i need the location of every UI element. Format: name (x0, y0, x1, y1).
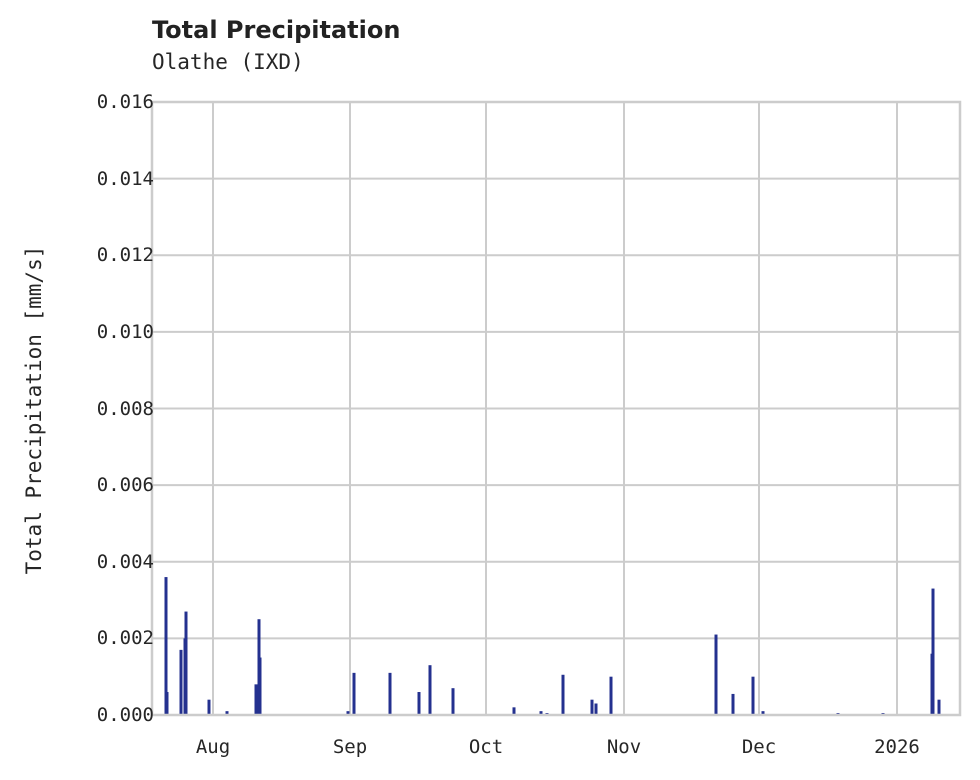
x-tick-label: Dec (741, 736, 777, 758)
x-tick-label: Aug (195, 736, 231, 758)
precip-bar (539, 711, 543, 715)
precip-bar (512, 707, 516, 715)
precip-bar (184, 611, 188, 715)
precip-bar (179, 649, 183, 715)
precip-bar (225, 711, 229, 715)
y-tick-label: 0.004 (96, 550, 154, 573)
precip-bar (561, 674, 565, 715)
precip-bar (751, 676, 755, 715)
precip-bar (761, 711, 765, 715)
y-tick-label: 0.000 (96, 704, 154, 726)
precip-bar (164, 577, 168, 715)
precip-bar (417, 692, 421, 715)
precip-bar (609, 676, 613, 715)
y-tick-label: 0.010 (96, 320, 154, 343)
y-tick-label: 0.006 (96, 474, 154, 497)
precip-bar (258, 657, 262, 715)
y-tick-label: 0.016 (96, 91, 154, 113)
precip-bar (428, 665, 432, 715)
x-tick-label: Sep (332, 736, 368, 758)
precip-bar (594, 703, 598, 715)
precip-bar (590, 699, 594, 715)
x-tick-label: Nov (606, 736, 642, 758)
x-tick-label: Oct (468, 736, 504, 758)
precip-bar (937, 699, 941, 715)
precip-bar (352, 672, 356, 715)
precip-bar (254, 684, 258, 715)
precip-bar (346, 711, 350, 715)
precip-bar (207, 699, 211, 715)
precip-bar (931, 588, 935, 715)
chart-subtitle: Olathe (IXD) (152, 50, 304, 74)
precip-bar (451, 688, 455, 715)
y-tick-label: 0.012 (96, 244, 154, 267)
precip-bar (165, 692, 169, 715)
y-tick-label: 0.008 (96, 397, 154, 420)
x-tick-label: 2026 (874, 736, 920, 758)
y-tick-label: 0.014 (96, 167, 154, 190)
precip-bar (714, 634, 718, 715)
precip-bar (930, 653, 934, 715)
chart-title: Total Precipitation (152, 16, 401, 44)
precip-bar (388, 672, 392, 715)
precip-bar (731, 693, 735, 715)
y-tick-label: 0.002 (96, 627, 154, 650)
